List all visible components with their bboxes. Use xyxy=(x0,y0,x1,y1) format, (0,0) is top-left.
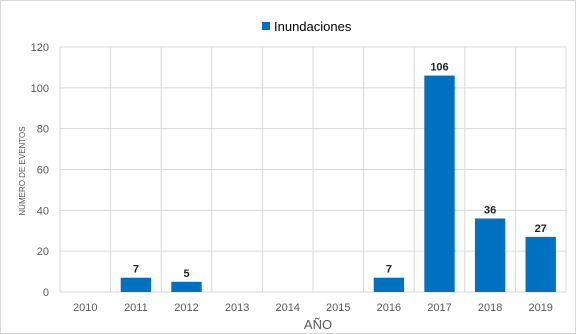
y-tick-label: 100 xyxy=(31,83,49,95)
data-label-2019: 27 xyxy=(535,223,547,235)
x-tick-label-2010: 2010 xyxy=(73,302,97,314)
data-label-2017: 106 xyxy=(430,62,448,74)
x-tick-label-2013: 2013 xyxy=(225,302,249,314)
bar-2012 xyxy=(171,281,202,292)
bar-2018 xyxy=(474,218,506,292)
y-tick-label: 80 xyxy=(37,124,49,136)
bar-2016 xyxy=(373,277,405,292)
legend-label: Inundaciones xyxy=(274,19,352,34)
x-tick-label-2019: 2019 xyxy=(528,302,552,314)
x-tick-label-2016: 2016 xyxy=(377,302,401,314)
x-axis-title: AÑO xyxy=(304,317,332,332)
y-tick-label: 20 xyxy=(37,246,49,258)
x-tick-label-2014: 2014 xyxy=(275,302,299,314)
bars xyxy=(120,75,556,292)
y-tick-label: 120 xyxy=(31,42,49,54)
y-axis-title: NÚMERO DE EVENTOS xyxy=(18,126,27,215)
legend-swatch xyxy=(262,22,270,30)
bar-2011 xyxy=(120,277,152,292)
data-label-2018: 36 xyxy=(484,205,496,217)
bar-2019 xyxy=(525,236,556,292)
data-label-2016: 7 xyxy=(386,264,392,276)
x-tick-label-2012: 2012 xyxy=(174,302,198,314)
data-label-2011: 7 xyxy=(133,264,139,276)
legend: Inundaciones xyxy=(262,19,352,34)
y-tick-label: 40 xyxy=(37,205,49,217)
x-tick-label-2018: 2018 xyxy=(478,302,502,314)
x-tick-label-2015: 2015 xyxy=(326,302,350,314)
y-tick-label: 0 xyxy=(43,287,49,299)
x-axis-ticks: 2010 2011 2012 2013 2014 2015 2016 2017 2018 2019 xyxy=(73,302,553,314)
y-tick-label: 60 xyxy=(37,165,49,177)
bar-2017 xyxy=(424,75,455,292)
x-tick-label-2017: 2017 xyxy=(427,302,451,314)
data-labels: 7 5 7 106 36 27 xyxy=(133,62,547,280)
data-label-2012: 5 xyxy=(183,268,189,280)
y-axis-ticks: 0 20 40 60 80 100 120 xyxy=(31,42,49,299)
x-tick-label-2011: 2011 xyxy=(124,302,148,314)
